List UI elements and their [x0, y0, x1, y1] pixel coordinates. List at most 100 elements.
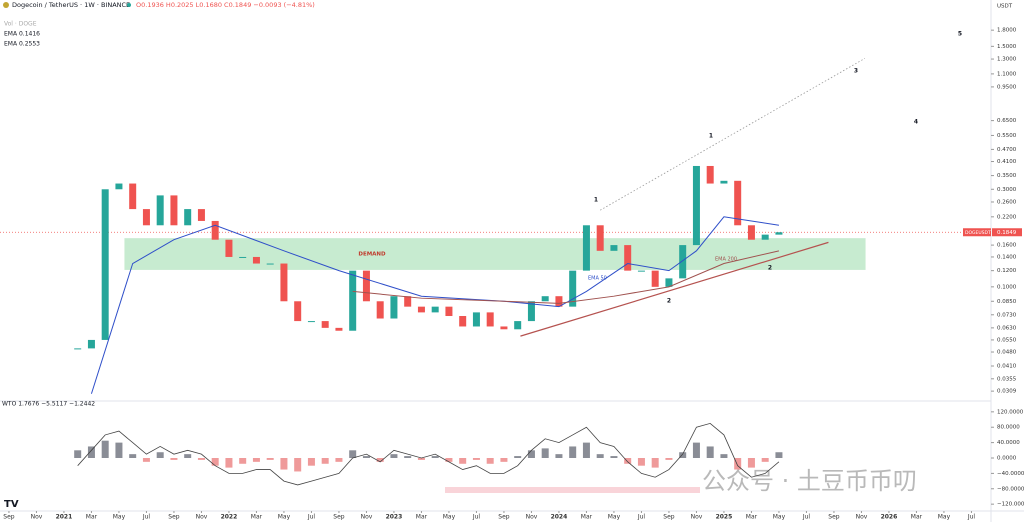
- histogram-bar: [390, 454, 398, 458]
- ema-label: EMA 50: [588, 276, 607, 282]
- candle: [101, 189, 109, 340]
- histogram-bar: [541, 448, 549, 458]
- y-tick-label: 0.0630: [997, 325, 1017, 331]
- y-tick-label: −120.0000: [997, 502, 1024, 508]
- candle: [734, 180, 742, 226]
- x-tick-label: Sep: [828, 514, 840, 521]
- wave-count: 4: [914, 119, 918, 126]
- ema-legend: EMA 0.1416: [4, 31, 40, 38]
- x-tick-label: Mar: [746, 514, 758, 521]
- x-tick-label: Jul: [307, 514, 316, 521]
- y-tick-label: 0.1200: [997, 268, 1017, 274]
- candle: [610, 245, 618, 251]
- candle: [472, 312, 480, 327]
- histogram-bar: [335, 458, 343, 462]
- x-tick-label: Sep: [333, 514, 345, 521]
- histogram-bar: [74, 450, 82, 458]
- x-tick-label: Sep: [663, 514, 675, 521]
- x-tick-label: Mar: [416, 514, 428, 521]
- histogram-bar: [294, 458, 302, 472]
- y-tick-label: 0.6500: [997, 118, 1017, 124]
- y-tick-label: 0.0480: [997, 350, 1017, 356]
- ema-line: [352, 250, 780, 304]
- x-tick-label: Sep: [498, 514, 510, 521]
- y-tick-label: 1.8000: [997, 28, 1017, 34]
- y-tick-label: 1.1000: [997, 71, 1017, 77]
- volume-label: Vol · DOGE: [4, 21, 37, 28]
- histogram-bar: [679, 452, 687, 458]
- histogram-bar: [596, 454, 604, 458]
- histogram-bar: [142, 458, 150, 462]
- candle: [170, 195, 178, 226]
- histogram-bar: [321, 458, 329, 464]
- series-tag: DOGEUSDT: [965, 230, 991, 236]
- histogram-bar: [692, 442, 700, 458]
- trend-line: [520, 241, 829, 337]
- histogram-bar: [362, 456, 370, 458]
- histogram-bar: [665, 458, 673, 460]
- histogram-bar: [775, 452, 783, 458]
- ema-legend: EMA 0.2553: [4, 41, 40, 48]
- y-tick-label: 0.1000: [997, 284, 1017, 290]
- candle: [239, 256, 247, 258]
- y-tick-label: 0.2600: [997, 199, 1017, 205]
- histogram-bar: [184, 454, 192, 458]
- candle: [211, 220, 219, 240]
- last-price: 0.1849: [997, 230, 1017, 236]
- candle: [129, 183, 137, 210]
- histogram-bar: [417, 458, 425, 460]
- wave-count: 2: [768, 265, 772, 272]
- y-tick-label: 0.1600: [997, 243, 1017, 249]
- tv-logo: TV: [4, 499, 19, 510]
- y-tick-label: 0.4100: [997, 159, 1017, 165]
- histogram-bar: [211, 458, 219, 466]
- x-tick-label: Nov: [196, 514, 208, 521]
- candle: [720, 180, 728, 184]
- wave-count: 1: [594, 197, 598, 204]
- candle: [252, 256, 260, 264]
- oscillator-band: [445, 487, 700, 493]
- x-tick-label: 2025: [716, 514, 733, 521]
- histogram-bar: [761, 458, 769, 462]
- wave-line: [77, 422, 780, 486]
- histogram-bar: [624, 458, 632, 464]
- candle: [665, 278, 673, 287]
- y-tick-label: 0.0309: [997, 389, 1017, 395]
- candle: [486, 312, 494, 327]
- candle: [679, 245, 687, 279]
- y-tick-label: −40.0000: [997, 471, 1024, 477]
- histogram-bar: [101, 440, 109, 458]
- coin-icon: [3, 2, 9, 8]
- candle: [362, 270, 370, 302]
- y-tick-label: 0.9500: [997, 84, 1017, 90]
- y-tick-label: 0.5500: [997, 133, 1017, 139]
- histogram-bar: [115, 442, 123, 458]
- candle: [706, 165, 714, 184]
- histogram-bar: [527, 450, 535, 458]
- candle: [514, 321, 522, 330]
- histogram-bar: [582, 442, 590, 458]
- demand-zone: [124, 238, 866, 270]
- candle: [335, 327, 343, 331]
- wave-count: 2: [667, 298, 671, 305]
- x-tick-label: 2022: [221, 514, 238, 521]
- price-tag-bg: [963, 228, 991, 237]
- histogram-bar: [156, 452, 164, 458]
- histogram-bar: [404, 456, 412, 458]
- histogram-bar: [472, 458, 480, 460]
- candle: [527, 301, 535, 322]
- histogram-bar: [225, 458, 233, 468]
- histogram-bar: [569, 446, 577, 458]
- x-tick-label: Jul: [142, 514, 151, 521]
- x-tick-label: Jul: [967, 514, 976, 521]
- x-tick-label: Mar: [581, 514, 593, 521]
- currency: USDT: [997, 4, 1013, 10]
- x-tick-label: May: [608, 514, 621, 521]
- x-tick-label: May: [773, 514, 786, 521]
- x-tick-label: Nov: [361, 514, 373, 521]
- x-tick-label: 2021: [56, 514, 73, 521]
- x-tick-label: 2026: [881, 514, 898, 521]
- histogram-bar: [197, 458, 205, 460]
- candle: [294, 301, 302, 322]
